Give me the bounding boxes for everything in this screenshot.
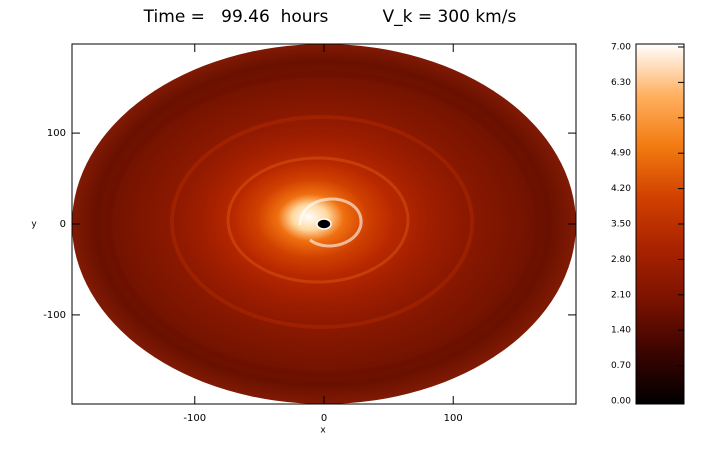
colorbar-tick-label: 7.00 xyxy=(611,43,631,53)
y-tick-label: 0 xyxy=(60,219,66,230)
colorbar-tick-label: 4.90 xyxy=(611,149,631,159)
y-tick-label: 100 xyxy=(47,128,66,139)
colorbar-tick-label: 5.60 xyxy=(611,113,631,123)
colorbar-tick-label: 0.00 xyxy=(611,397,631,407)
colorbar-tick-label: 2.80 xyxy=(611,255,631,265)
central-object xyxy=(316,218,332,230)
y-tick-label: -100 xyxy=(43,310,66,321)
ring xyxy=(106,71,542,377)
chart-title: Time = 99.46 hours V_k = 300 km/s xyxy=(143,7,517,27)
x-tick-label: -100 xyxy=(183,413,206,424)
colorbar-tick-label: 0.70 xyxy=(611,361,631,371)
ring xyxy=(170,115,474,329)
colorbar-tick-label: 6.30 xyxy=(611,78,631,88)
x-tick-label: 0 xyxy=(321,413,327,424)
disk-image xyxy=(72,44,576,404)
ring xyxy=(226,156,410,284)
colorbar-tick-label: 1.40 xyxy=(611,326,631,336)
colorbar-tick-label: 4.20 xyxy=(611,184,631,194)
colorbar xyxy=(635,43,685,405)
colorbar-tick-label: 3.50 xyxy=(611,220,631,230)
x-tick-label: 100 xyxy=(444,413,463,424)
colorbar-tick-label: 2.10 xyxy=(611,290,631,300)
spiral-arm xyxy=(298,197,363,248)
y-axis-label: y xyxy=(31,220,37,230)
x-axis-label: x xyxy=(320,426,326,436)
